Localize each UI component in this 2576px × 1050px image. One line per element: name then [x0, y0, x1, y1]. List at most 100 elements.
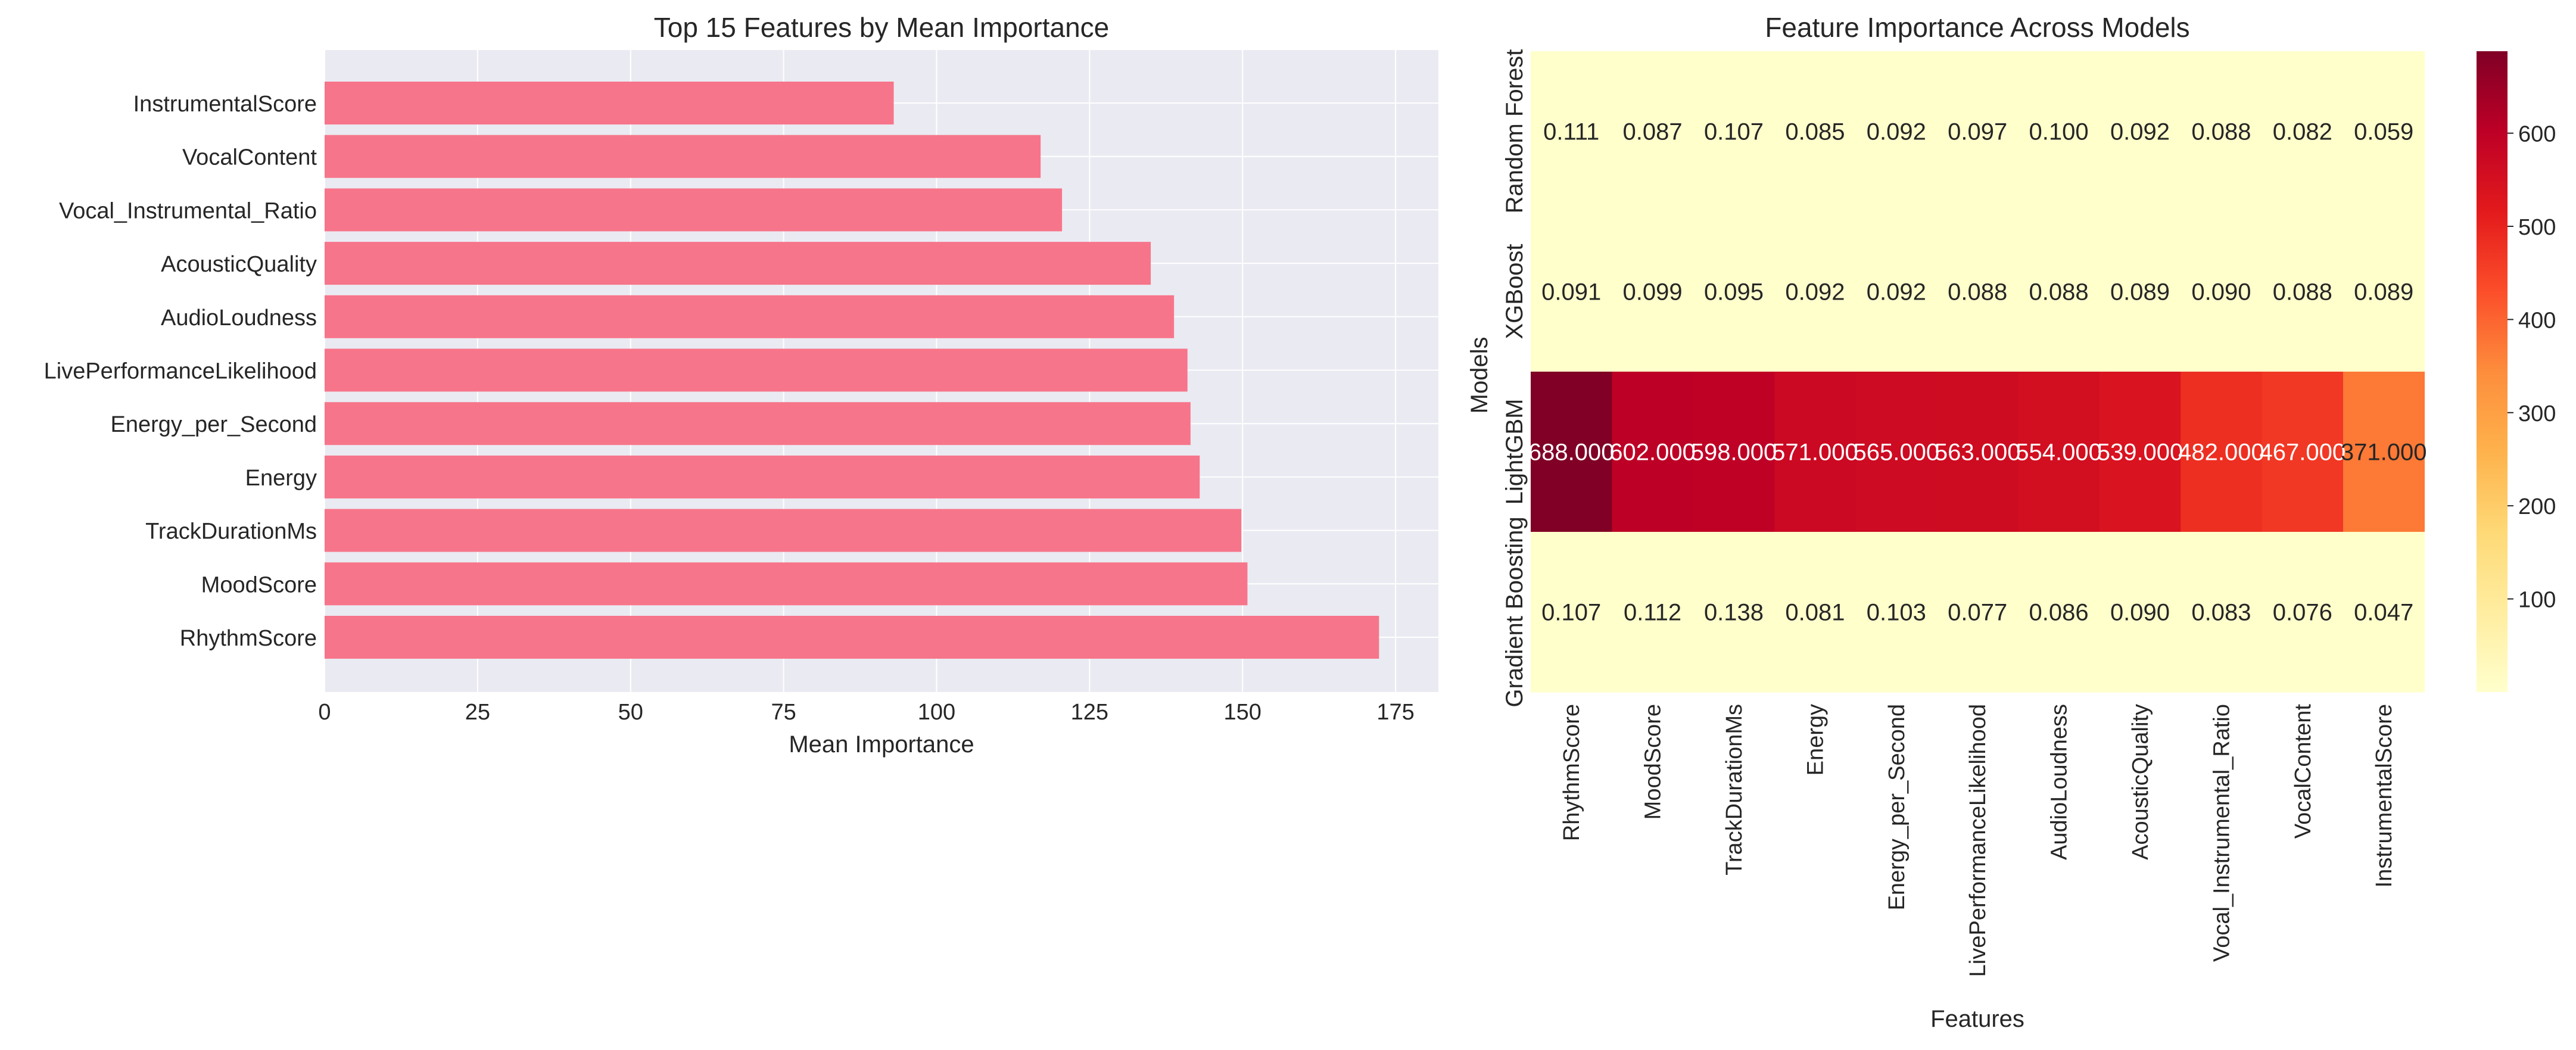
bar-x-axis-label: Mean Importance — [789, 731, 974, 758]
heatmap-cell — [1612, 51, 1694, 212]
heatmap-cell — [2018, 51, 2100, 212]
colorbar-tick-label: 600 — [2518, 122, 2556, 147]
colorbar-tick-label: 200 — [2518, 494, 2556, 519]
heatmap-cell-value: 0.107 — [1704, 119, 1764, 145]
heatmap-cell-value: 0.087 — [1623, 119, 1683, 145]
heatmap-cell-value: 0.082 — [2273, 119, 2332, 145]
heatmap-cell — [2343, 51, 2425, 212]
heatmap-cell-value: 0.086 — [2029, 600, 2089, 626]
heatmap-cell — [2018, 372, 2100, 532]
heatmap-cell-value: 0.090 — [2110, 600, 2170, 626]
heatmap-cell — [2181, 532, 2263, 693]
bar-x-tick-label: 75 — [771, 700, 796, 725]
bar-x-tick-label: 175 — [1376, 700, 1414, 725]
bar-x-tick-label: 0 — [318, 700, 331, 725]
heatmap-cell-value: 371.000 — [2341, 440, 2427, 466]
heatmap-x-axis-label: Features — [1930, 1006, 2024, 1032]
bar-LivePerformanceLikelihood — [325, 348, 1188, 392]
heatmap-cell — [1855, 532, 1938, 693]
heatmap-cell — [1612, 211, 1694, 372]
heatmap-cell — [2181, 51, 2263, 212]
heatmap-cell — [2262, 532, 2344, 693]
heatmap-cell — [1774, 51, 1857, 212]
heatmap-cell-value: 0.095 — [1704, 279, 1764, 306]
bar-chart: InstrumentalScore VocalContent Vocal_Instr… — [44, 12, 1438, 758]
heatmap-cell-value: 563.000 — [1935, 440, 2021, 466]
bar-ytick-labels: InstrumentalScore VocalContent Vocal_Instr… — [44, 92, 317, 651]
heatmap-y-axis-label: Models — [1466, 337, 1493, 414]
heatmap-cell-value: 0.088 — [1948, 279, 2007, 306]
heatmap-cell — [1693, 532, 1775, 693]
heatmap-cell — [1531, 532, 1612, 693]
heatmap-cell — [1774, 372, 1857, 532]
heatmap-cell-value: 602.000 — [1609, 440, 1696, 466]
bar-RhythmScore — [325, 616, 1379, 659]
bar-y-tick-label: Vocal_Instrumental_Ratio — [59, 198, 317, 223]
colorbar — [2477, 51, 2508, 692]
heatmap-cell — [1937, 372, 2019, 532]
bar-MoodScore — [325, 562, 1248, 606]
heatmap-cell — [2099, 51, 2181, 212]
bar-y-tick-label: AcousticQuality — [161, 252, 317, 277]
heatmap-cell-value: 0.081 — [1785, 600, 1845, 626]
heatmap-cell-value: 0.047 — [2354, 600, 2413, 626]
colorbar-tick-label: 400 — [2518, 308, 2556, 333]
colorbar-ticks: 100 200 300 400 500 600 — [2508, 122, 2556, 613]
heatmap-cell — [1937, 51, 2019, 212]
heatmap-col-label: Energy — [1803, 704, 1828, 775]
heatmap-cell-value: 0.138 — [1704, 600, 1764, 626]
bar-y-tick-label: LivePerformanceLikelihood — [44, 359, 317, 384]
heatmap-cell — [2099, 372, 2181, 532]
bar-y-tick-label: MoodScore — [201, 572, 317, 597]
heatmap-col-label: AcousticQuality — [2128, 704, 2153, 860]
heatmap-cell-value: 0.100 — [2029, 119, 2089, 145]
bar-y-tick-label: VocalContent — [182, 145, 317, 170]
heatmap-cell-value: 0.076 — [2273, 600, 2332, 626]
heatmap-cell — [1612, 372, 1694, 532]
heatmap-cell — [1693, 211, 1775, 372]
colorbar-tick-label: 100 — [2518, 588, 2556, 613]
heatmap-cell — [2018, 532, 2100, 693]
heatmap-col-label: LivePerformanceLikelihood — [1966, 704, 1991, 977]
heatmap-cell-value: 0.089 — [2110, 279, 2170, 306]
bar-x-tick-label: 125 — [1071, 700, 1108, 725]
bar-y-tick-label: Energy_per_Second — [111, 412, 317, 437]
colorbar-tick-label: 300 — [2518, 401, 2556, 426]
heatmap-cell-value: 0.059 — [2354, 119, 2413, 145]
heatmap-cell — [1531, 372, 1612, 532]
heatmap-cell — [2262, 211, 2344, 372]
heatmap-cell — [1693, 372, 1775, 532]
heatmap-cell-value: 571.000 — [1772, 440, 1858, 466]
bar-bars — [325, 82, 1379, 659]
heatmap-cell-value: 554.000 — [2016, 440, 2102, 466]
bar-Energy_per_Second — [325, 402, 1191, 445]
heatmap-cell — [1855, 211, 1938, 372]
heatmap-cell-value: 0.091 — [1541, 279, 1601, 306]
heatmap-cell-value: 0.085 — [1785, 119, 1845, 145]
heatmap-cell-value: 0.112 — [1624, 600, 1681, 626]
heatmap-col-label: MoodScore — [1641, 704, 1666, 820]
bar-Vocal_Instrumental_Ratio — [325, 188, 1063, 232]
heatmap-cell-value: 598.000 — [1691, 440, 1777, 466]
bar-y-tick-label: AudioLoudness — [161, 306, 317, 331]
heatmap-cell — [2099, 532, 2181, 693]
heatmap-cell — [2099, 211, 2181, 372]
heatmap-cell — [2262, 51, 2344, 212]
bar-InstrumentalScore — [325, 82, 894, 124]
heatmap-cell — [2018, 211, 2100, 372]
bar-y-tick-label: RhythmScore — [180, 626, 317, 651]
heatmap-title: Feature Importance Across Models — [1765, 12, 2189, 43]
heatmap-cell-value: 0.103 — [1867, 600, 1926, 626]
heatmap-cell-value: 565.000 — [1854, 440, 1940, 466]
heatmap-cell — [1612, 532, 1694, 693]
bar-y-tick-label: TrackDurationMs — [145, 519, 317, 544]
heatmap-cell-value: 0.090 — [2191, 279, 2251, 306]
heatmap-cell-value: 0.088 — [2191, 119, 2251, 145]
heatmap-cell-value: 0.092 — [1867, 279, 1926, 306]
heatmap-col-labels: RhythmScore MoodScore TrackDurationMs Energ… — [1559, 704, 2397, 977]
heatmap-cell-value: 0.107 — [1541, 600, 1601, 626]
heatmap-cell — [2343, 372, 2425, 532]
heatmap-cell-value: 688.000 — [1528, 440, 1615, 466]
heatmap-cell-value: 0.077 — [1948, 600, 2007, 626]
